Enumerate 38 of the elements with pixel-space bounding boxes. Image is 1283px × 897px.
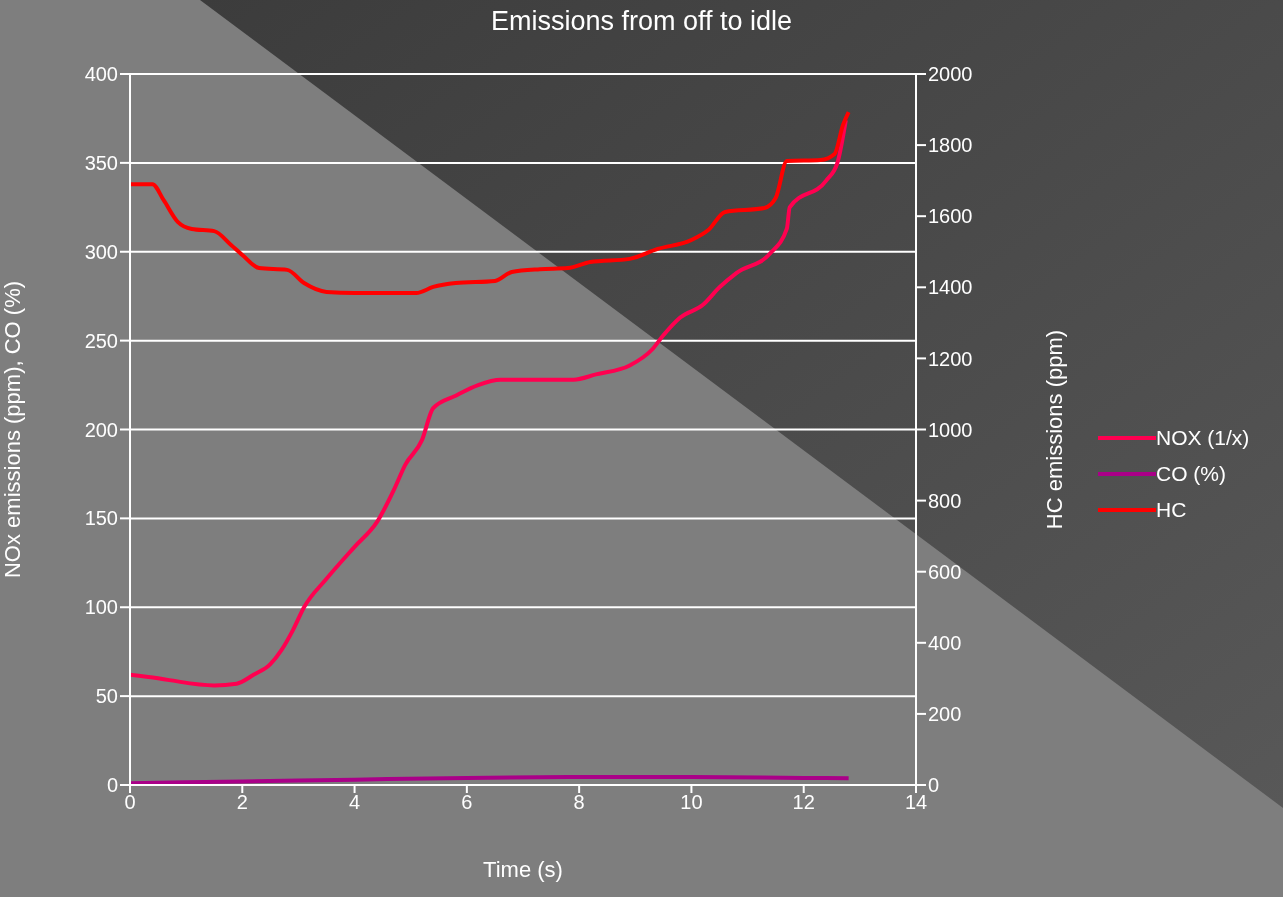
y-tick-label: 50 — [95, 685, 118, 708]
line-series — [130, 775, 851, 785]
y2-tick-label: 1200 — [928, 347, 973, 370]
x-tick-label: 0 — [124, 791, 136, 814]
chart-title: Emissions from off to idle — [489, 6, 794, 37]
y2-tick-label: 200 — [928, 703, 962, 725]
x-axis-title: Time (s) — [483, 857, 563, 882]
x-tick-label: 4 — [349, 791, 361, 814]
legend-label: NOX (1/x) — [1156, 426, 1250, 450]
y2-tick-label: 0 — [928, 774, 940, 797]
y2-tick-label: 400 — [928, 631, 962, 654]
y2-tick-label: 1000 — [928, 418, 973, 441]
y-tick-label: 150 — [84, 507, 118, 530]
x-tick-label: 2 — [236, 791, 248, 814]
x-tick-label: 8 — [573, 791, 585, 814]
y-tick-label: 300 — [84, 240, 118, 263]
line-series — [130, 118, 848, 688]
y-tick-label: 100 — [84, 596, 118, 619]
y2-tick-label: 600 — [928, 560, 962, 583]
legend-label: CO (%) — [1156, 462, 1226, 486]
x-tick-label: 6 — [461, 791, 473, 814]
y2-axis-title: HC emissions (ppm) — [1041, 329, 1067, 530]
y-tick-label: 250 — [84, 329, 118, 352]
x-tick-label: 12 — [792, 791, 815, 814]
y2-tick-label: 1800 — [928, 134, 973, 157]
y2-tick-label: 800 — [928, 489, 962, 512]
x-tick-label: 10 — [680, 791, 703, 814]
legend-label: HC — [1156, 498, 1187, 522]
y2-tick-label: 2000 — [928, 63, 973, 86]
y-tick-label: 350 — [84, 151, 118, 174]
y2-tick-label: 1400 — [928, 276, 973, 299]
x-tick-label: 14 — [904, 791, 928, 814]
line-series — [130, 110, 851, 295]
y-tick-label: 0 — [106, 774, 118, 797]
y-axis-title: NOx emissions (ppm), CO (%) — [0, 280, 25, 579]
y2-tick-label: 1600 — [928, 205, 973, 228]
y-tick-label: 400 — [84, 63, 118, 86]
y-tick-label: 200 — [84, 418, 118, 441]
